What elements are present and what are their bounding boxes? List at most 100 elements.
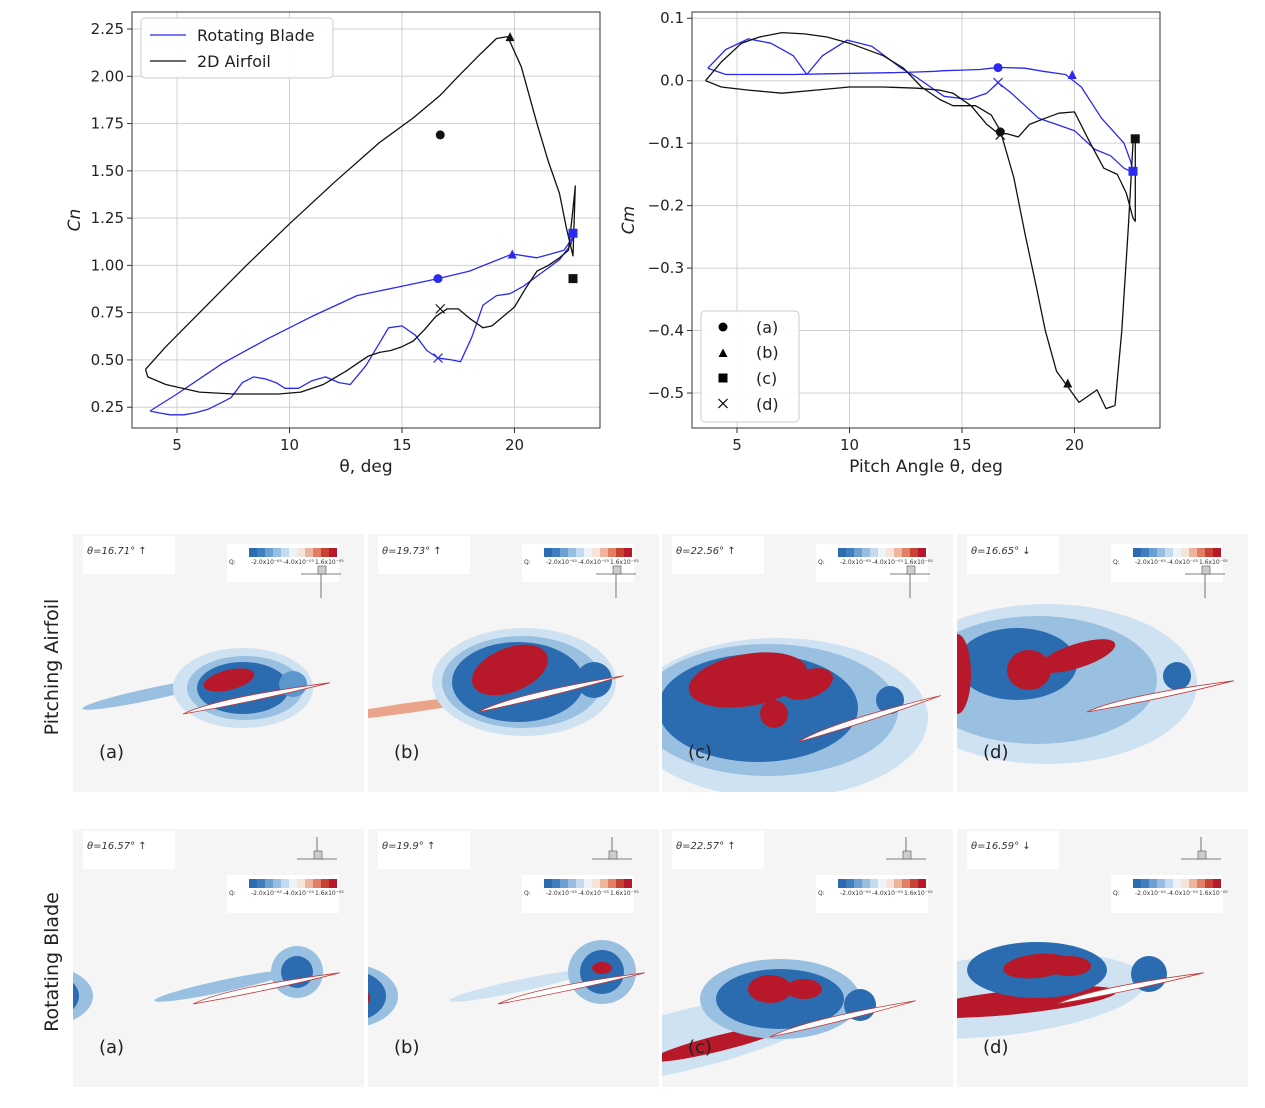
colorbar-swatch	[616, 548, 624, 557]
colorbar-swatch	[902, 879, 910, 888]
colorbar-tick-label: -2.0x10⁻⁶⁵	[1135, 559, 1166, 566]
x-tick-label: 15	[952, 436, 971, 454]
cm-legend-label-a: (a)	[756, 318, 778, 337]
colorbar-tick-label: Q:	[1113, 890, 1120, 897]
colorbar-tick-label: 1.6x10⁻⁰⁵	[1199, 890, 1228, 897]
angle-label-box	[83, 831, 175, 869]
colorbar-tick-label: -2.0x10⁻⁶⁵	[546, 890, 577, 897]
airfoil-section	[192, 972, 340, 1005]
marker-triangle	[1067, 69, 1077, 79]
cm-markers	[993, 63, 1140, 388]
cn-xlabel: θ, deg	[339, 457, 392, 477]
vorticity-field	[73, 946, 340, 1020]
colorbar-swatch	[870, 879, 878, 888]
colorbar-swatch	[1173, 548, 1181, 557]
flow-contour	[73, 972, 93, 1020]
flow-contour	[688, 652, 808, 708]
series-rotating-blade	[707, 38, 1134, 174]
flow-contour	[1007, 650, 1051, 690]
colorbar-swatch	[552, 879, 560, 888]
colorbar-tick-label: Q:	[1113, 559, 1120, 566]
panel-tag: (c)	[688, 1037, 712, 1058]
colorbar-swatch	[1205, 548, 1213, 557]
colorbar-swatch	[273, 879, 281, 888]
marker-circle	[995, 127, 1005, 137]
colorbar-swatch	[918, 879, 926, 888]
flow-contour	[1038, 639, 1116, 673]
colorbar-swatch	[281, 879, 289, 888]
colorbar-swatch	[1181, 548, 1189, 557]
colorbar-swatch	[838, 548, 846, 557]
colorbar-tick-label: -4.0x10⁻⁰⁵	[283, 559, 314, 566]
colorbar-tick-label: 1.6x10⁻⁰⁵	[315, 890, 344, 897]
cm-legend: (a) (b) (c) (d)	[700, 310, 800, 423]
vorticity-field	[957, 942, 1204, 1039]
flow-panel-row1-col1: θ=16.71° ↑ Q: -2.0x10⁻⁶⁵ -4.0x10⁻⁰⁵ 1.6x10⁻⁰…	[73, 534, 364, 792]
colorbar-swatch	[568, 879, 576, 888]
colorbar-swatch	[1197, 879, 1205, 888]
colorbar-swatch	[313, 879, 321, 888]
flow-contour	[368, 992, 370, 1004]
marker-circle	[433, 274, 443, 284]
colorbar-swatch	[846, 879, 854, 888]
axis-triad-cube	[612, 565, 622, 575]
angle-label-box	[672, 536, 764, 574]
axis-triad-cube	[906, 565, 916, 575]
colorbar-swatch	[584, 548, 592, 557]
flow-panel-row1-col3: θ=22.56° ↑ Q: -2.0x10⁻⁶⁵ -4.0x10⁻⁰⁵ 1.6x10⁻⁰…	[662, 534, 953, 792]
colorbar-swatch	[329, 879, 337, 888]
colorbar-tick-label: -2.0x10⁻⁶⁵	[840, 890, 871, 897]
x-tick-label: 10	[280, 436, 299, 454]
colorbar-tick-label: 1.6x10⁻⁰⁵	[904, 559, 933, 566]
airfoil-section	[497, 972, 645, 1005]
x-tick-label: 20	[1065, 436, 1084, 454]
colorbar-swatch	[608, 548, 616, 557]
vorticity-field	[957, 604, 1234, 764]
colorbar-swatch	[1173, 879, 1181, 888]
colorbar-swatch	[1165, 548, 1173, 557]
flow-contour	[472, 644, 548, 696]
flow-panel-row2-col1: θ=16.57° ↑ Q: -2.0x10⁻⁶⁵ -4.0x10⁻⁰⁵ 1.6x10⁻⁰…	[73, 829, 364, 1087]
colorbar-swatch	[854, 879, 862, 888]
y-tick-label: 0.1	[660, 9, 684, 27]
marker-circle	[993, 63, 1003, 73]
angle-label-box	[967, 536, 1059, 574]
cn-ticks: 5 10 15 20 0.25 0.50 0.75 1.00 1.25 1.50 1.75 2.00 2…	[91, 20, 524, 454]
y-tick-label: −0.1	[648, 134, 684, 152]
flow-contour	[592, 962, 612, 974]
angle-label-box	[672, 831, 764, 869]
colorbar-swatch	[1197, 548, 1205, 557]
panel-tag: (a)	[99, 742, 124, 763]
colorbar-swatch	[265, 548, 273, 557]
angle-label: θ=19.9° ↑	[382, 841, 435, 852]
flow-contour	[1047, 956, 1091, 976]
marker-triangle	[1063, 378, 1073, 388]
colorbar-swatch	[305, 879, 313, 888]
colorbar-swatch	[1213, 879, 1221, 888]
panel-tag: (a)	[99, 1037, 124, 1058]
colorbar-swatch	[249, 548, 257, 557]
colorbar-tick-label: 1.6x10⁻⁰⁵	[610, 890, 639, 897]
colorbar-swatch	[560, 879, 568, 888]
colorbar-tick-label: 1.6x10⁻⁰⁵	[315, 559, 344, 566]
colorbar-tick-label: Q:	[524, 890, 531, 897]
cm-legend-square-marker	[718, 373, 728, 383]
cm-legend-triangle-marker	[718, 348, 728, 357]
colorbar-swatch	[862, 548, 870, 557]
flow-panel-row1-col2: θ=19.73° ↑ Q: -2.0x10⁻⁶⁵ -4.0x10⁻⁰⁵ 1.6x10⁻⁰…	[368, 534, 659, 792]
flow-contour	[748, 975, 792, 1003]
flow-contour	[783, 668, 833, 700]
colorbar-swatch	[1141, 548, 1149, 557]
flow-contour	[154, 970, 292, 1002]
y-tick-label: −0.4	[648, 322, 684, 340]
flow-contour	[73, 982, 79, 1010]
y-tick-label: 1.75	[91, 115, 124, 133]
cm-legend-box	[700, 310, 800, 423]
y-tick-label: 0.25	[91, 398, 124, 416]
cn-chart: 5 10 15 20 0.25 0.50 0.75 1.00 1.25 1.50 1.75 2.00 2…	[65, 11, 601, 477]
colorbar-swatch	[1181, 879, 1189, 888]
series-2d-airfoil	[144, 35, 576, 395]
y-tick-label: 1.00	[91, 256, 124, 274]
colorbar-swatch	[1133, 548, 1141, 557]
